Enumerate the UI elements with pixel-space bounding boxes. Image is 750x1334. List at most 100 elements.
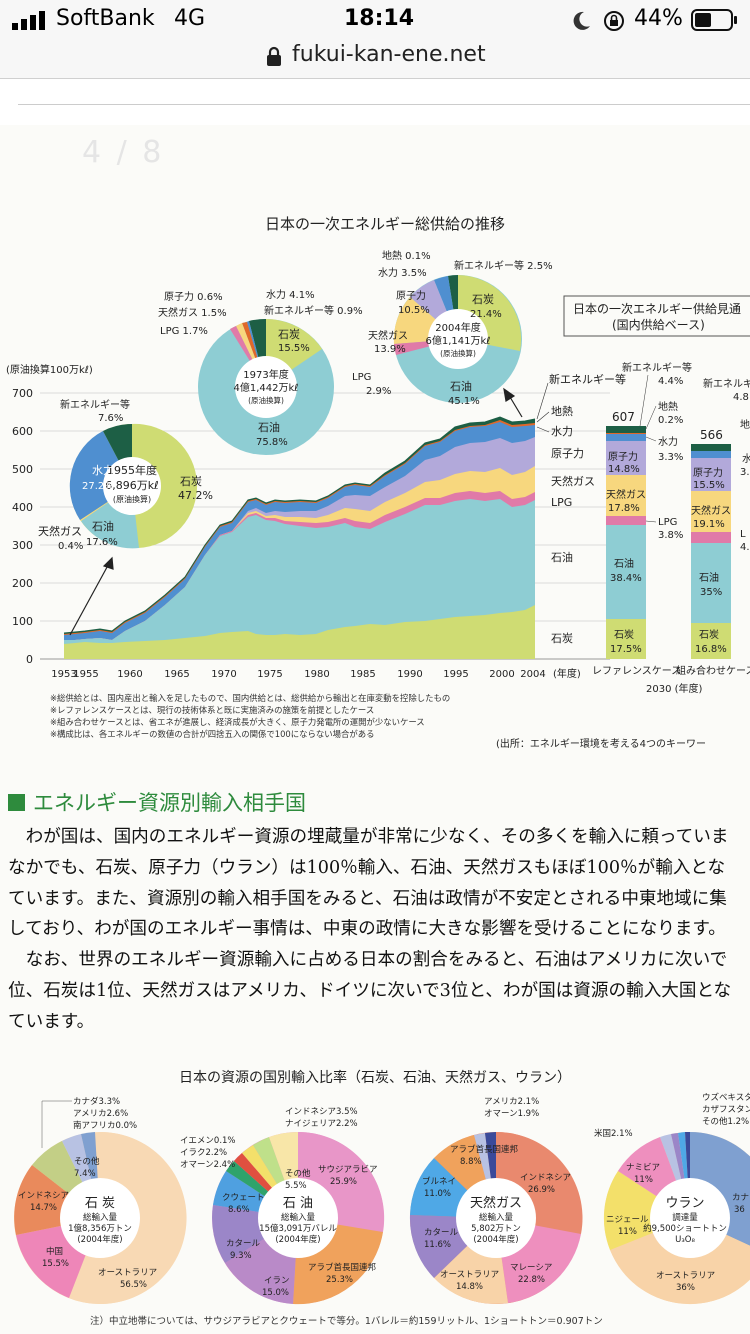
bar-label: 14.8% [608, 464, 640, 475]
donut-label: カナダ3.3% [73, 1096, 120, 1107]
donut-sub: (2004年度) [473, 1234, 518, 1245]
series-label: 石油 [551, 550, 573, 564]
pie-label: 75.8% [256, 437, 288, 448]
bar-label: 38.4% [610, 573, 642, 584]
donut-label: その他 [74, 1156, 100, 1167]
donut-label: 25.9% [330, 1177, 357, 1187]
bar-label: 原子力 [608, 450, 638, 463]
donut-label: 36% [676, 1283, 695, 1293]
donut-label: ブルネイ [422, 1176, 456, 1187]
pie-2004-labels: 2004年度 6億1,141万kℓ (原油換算) 石炭 21.4% 石油 45.… [352, 249, 553, 407]
url-domain[interactable]: fukui-kan-ene.net [292, 42, 486, 67]
battery-percent: 44% [634, 6, 683, 31]
donut-sub: 総輸入量 [83, 1212, 118, 1223]
donut-label: 15.5% [42, 1259, 69, 1269]
energy-supply-chart: 日本の一次エネルギー総供給の推移 日本の一次エネルギー供給見通 (国内供給ベース… [6, 215, 750, 750]
coal-labels: 石 炭 総輸入量 1億8,356万トン (2004年度) カナダ3.3% アメリ… [18, 1096, 157, 1290]
series-label: 石炭 [551, 632, 573, 645]
chart-source: (出所：エネルギー環境を考える4つのキーワー [496, 737, 706, 750]
bar-reference [606, 426, 646, 659]
pie-label: 石炭 [180, 475, 202, 488]
chart-notes: ※総供給とは、国内産出と輸入を足したもので、国内供給とは、総供給から輸出と在庫変… [50, 693, 450, 739]
pie-center: 6億1,141万kℓ [426, 334, 491, 347]
import-share-charts: 日本の資源の国別輸入比率（石炭、石油、天然ガス、ウラン） 石 炭 総輸入量 1億… [14, 1069, 750, 1327]
x-tick: 1975 [257, 669, 282, 680]
rotation-lock-icon [604, 11, 624, 31]
callout-arrows [69, 387, 523, 636]
x-tick: 1970 [211, 669, 236, 680]
donut-label: オマーン2.4% [180, 1160, 235, 1170]
x-tick: 2000 [489, 669, 514, 680]
donut-label: アラブ首長国連邦 [450, 1144, 519, 1155]
pie-label: 7.6% [98, 413, 123, 424]
bar-label: 地 [740, 418, 750, 431]
pie-label: 10.5% [398, 305, 430, 316]
donut-coal [14, 1131, 187, 1304]
donut-label: ニジェール [606, 1215, 649, 1225]
bar-label: 16.8% [695, 644, 727, 655]
donut-label: ナミビア [626, 1163, 660, 1173]
donut-label: インドネシア3.5% [285, 1107, 358, 1117]
donut-sub: 1億8,356万トン [68, 1223, 132, 1234]
pie-label: 原子力 0.6% [164, 290, 223, 303]
forecast-subtitle: (国内供給ベース) [612, 318, 705, 332]
pie-center: 1973年度 [243, 368, 288, 381]
y-tick: 200 [12, 577, 33, 590]
gas-labels: 天然ガス 総輸入量 5,802万トン (2004年度) アメリカ2.1% オマー… [422, 1097, 571, 1292]
donut-sub: U₃O₈ [675, 1235, 695, 1245]
pie-label: 0.4% [58, 541, 83, 552]
x-tick: 1953 [51, 669, 76, 680]
chart-title: 日本の一次エネルギー総供給の推移 [265, 215, 505, 233]
series-label: 水力 [551, 425, 573, 438]
donut-sub: 5,802万トン [471, 1224, 521, 1234]
donut-label: ナイジェリア2.2% [285, 1119, 358, 1129]
donut-label: ウズベキスタ [702, 1092, 750, 1103]
bar-label: 3.8% [658, 530, 683, 541]
y-axis-ticks: 700 600 500 400 300 200 100 0 [12, 387, 33, 666]
area-coal [64, 605, 535, 659]
donut-label: 8.6% [228, 1205, 250, 1215]
bar-label: 石炭 [699, 629, 719, 641]
pie-label: 水力 3.5% [378, 266, 427, 279]
bar-label: 0.2% [658, 415, 683, 426]
donut-label: その他1.2% [702, 1116, 749, 1127]
donut-label: アメリカ2.1% [484, 1097, 539, 1107]
section-title: エネルギー資源別輸入相手国 [33, 791, 306, 815]
pie-label: 天然ガス 1.5% [158, 306, 227, 319]
donut-label: 米国2.1% [594, 1128, 633, 1139]
donut-sub: (2004年度) [77, 1234, 122, 1245]
donut-label: カタール [424, 1228, 459, 1238]
x-tick: 1990 [397, 669, 422, 680]
pie-label: 45.1% [448, 396, 480, 407]
pie-label: 石油 [450, 379, 472, 393]
x-tick: 1965 [164, 669, 189, 680]
bar-label: 15.5% [693, 480, 725, 491]
y-tick: 100 [12, 615, 33, 628]
url-bar[interactable]: fukui-kan-ene.net [0, 40, 750, 79]
donut-label: カザフスタン [702, 1105, 750, 1115]
bar-label: 17.8% [608, 503, 640, 514]
pie-label: LPG [352, 372, 371, 383]
y-tick: 700 [12, 387, 33, 400]
donut-name: ウラン [665, 1196, 704, 1211]
donut-label: 14.8% [456, 1282, 483, 1292]
donut-label: アラブ首長国連邦 [308, 1262, 377, 1273]
pie-label: 47.2% [178, 489, 213, 502]
uranium-labels: ウラン 調達量 約9,500ショートトン U₃O₈ ウズベキスタ カザフスタン … [594, 1092, 750, 1293]
pie-label: 石油 [258, 420, 280, 434]
series-label: LPG [551, 496, 572, 509]
bar-label: 新エネルギ [703, 377, 750, 390]
chart-note: ※総供給とは、国内産出と輸入を足したもので、国内供給とは、総供給から輸出と在庫変… [50, 693, 450, 703]
pie-label: 27.2% [82, 481, 114, 492]
donut-label: 中国 [46, 1246, 63, 1257]
bar-label: 天然ガス [691, 504, 731, 517]
donut-oil [212, 1131, 385, 1305]
donut-label: 25.3% [326, 1275, 353, 1285]
pie-label: 17.6% [86, 537, 118, 548]
bar-label: 原子力 [693, 466, 723, 479]
paragraph-line: なかでも、石炭、原子力（ウラン）は100％輸入、石油、天然ガスもほぼ100％が輸… [8, 857, 726, 878]
pie-label: 2.9% [366, 386, 391, 397]
pie-label: 新エネルギー等 0.9% [264, 304, 363, 317]
bar-total: 607 [612, 410, 635, 424]
paragraph-line: ています。また、資源別の輸入相手国をみると、石油は政情が不安定とされる中東地域に… [8, 888, 727, 909]
